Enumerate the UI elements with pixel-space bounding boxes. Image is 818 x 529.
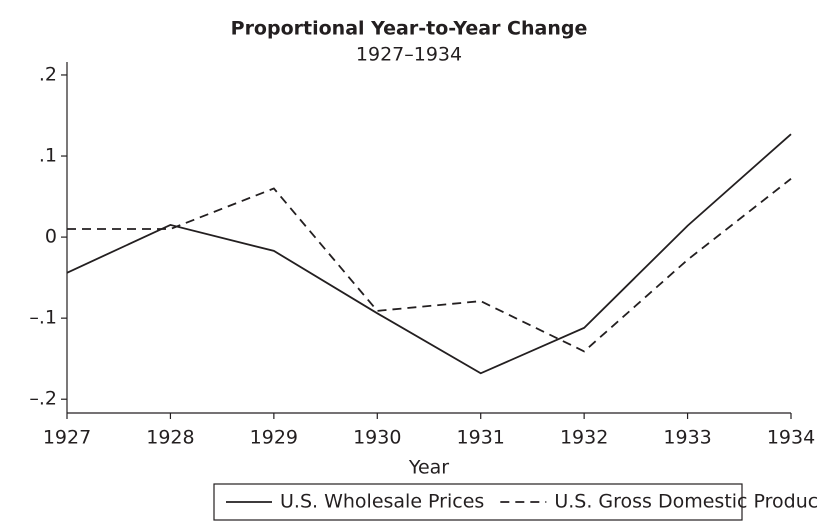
x-tick-label: 1934 (767, 427, 815, 449)
y-tick-label: –.1 (29, 307, 57, 329)
chart-subtitle: 1927–1934 (356, 44, 462, 66)
x-tick-label: 1927 (43, 427, 91, 449)
x-axis-label: Year (408, 457, 449, 479)
y-tick-label: .2 (39, 63, 57, 85)
chart-title: Proportional Year-to-Year Change (231, 18, 588, 40)
x-tick-label: 1932 (560, 427, 608, 449)
legend-box (213, 483, 743, 521)
y-tick-label: .1 (39, 145, 57, 167)
x-tick-label: 1931 (457, 427, 505, 449)
legend-label: U.S. Gross Domestic Product (554, 491, 818, 513)
y-tick-label: 0 (45, 226, 57, 248)
legend-label: U.S. Wholesale Prices (280, 491, 484, 513)
x-tick-label: 1933 (663, 427, 711, 449)
x-tick-label: 1929 (250, 427, 298, 449)
x-tick-label: 1928 (146, 427, 194, 449)
x-tick-label: 1930 (353, 427, 401, 449)
series-line (66, 133, 792, 375)
series-line (67, 178, 792, 353)
y-tick-label: –.2 (29, 388, 57, 410)
